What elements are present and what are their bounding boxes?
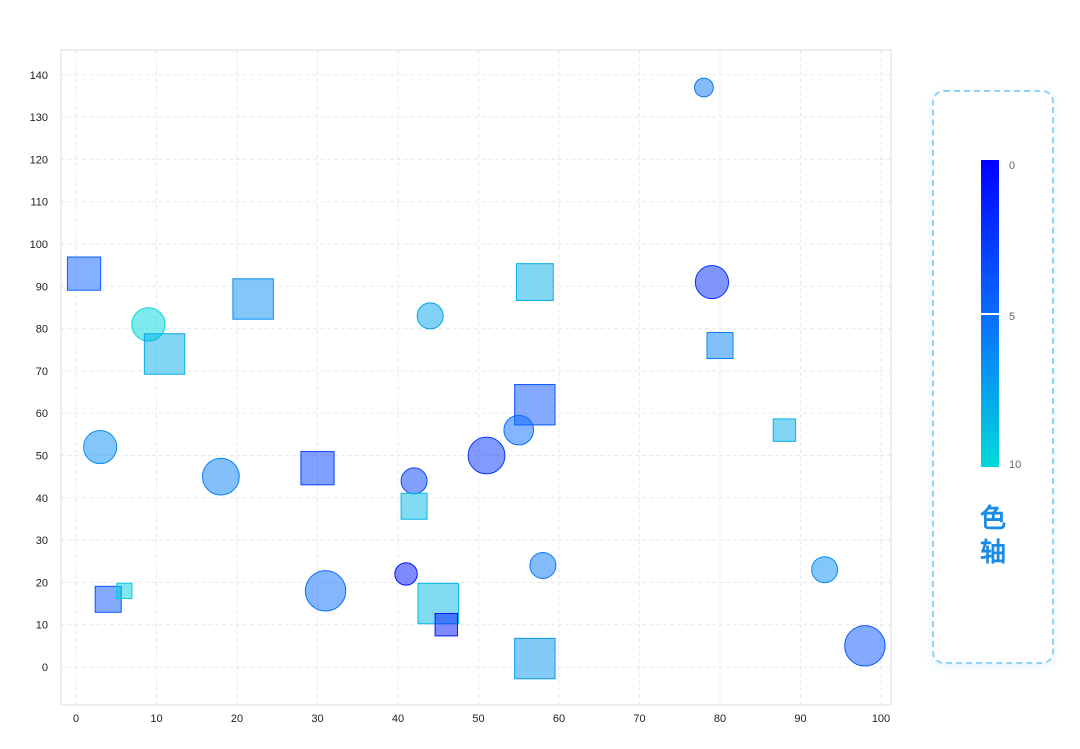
x-tick-label: 40 [392, 713, 404, 725]
x-tick-label: 30 [311, 713, 323, 725]
data-points [66, 77, 886, 680]
y-tick-label: 50 [36, 451, 48, 463]
data-point-square[interactable] [116, 582, 133, 599]
y-tick-label: 90 [36, 281, 48, 293]
data-point-square[interactable] [515, 263, 554, 301]
color-gradient-bar[interactable] [981, 160, 999, 467]
data-point-circle[interactable] [83, 429, 118, 465]
data-point-square[interactable] [400, 492, 428, 520]
x-tick-label: 90 [794, 713, 806, 725]
legend-title: 色 轴 [934, 502, 1052, 570]
x-tick-label: 20 [231, 713, 243, 725]
data-point-square[interactable] [514, 637, 556, 680]
y-tick-label: 70 [36, 366, 48, 378]
legend-title-line1: 色 [979, 504, 1006, 534]
data-point-square[interactable] [300, 451, 335, 486]
x-tick-label: 100 [872, 713, 890, 725]
y-tick-label: 130 [30, 112, 48, 124]
y-tick-label: 60 [36, 408, 48, 420]
data-point-circle[interactable] [304, 570, 347, 612]
y-tick-label: 20 [36, 577, 48, 589]
y-tick-label: 110 [30, 197, 48, 209]
legend-tick-0: 0 [1009, 160, 1016, 172]
x-tick-label: 80 [714, 713, 726, 725]
data-point-circle[interactable] [394, 562, 418, 586]
plot-frame [60, 49, 892, 706]
data-point-circle[interactable] [202, 457, 240, 496]
data-point-circle[interactable] [529, 551, 557, 579]
data-point-circle[interactable] [416, 302, 444, 330]
x-axis: 0 10 20 30 40 50 60 70 80 90 100 [73, 713, 890, 725]
x-tick-label: 50 [472, 713, 484, 725]
data-point-square[interactable] [232, 278, 274, 320]
y-axis: 0 10 20 30 40 50 60 70 80 90 100 110 120 130 140 [30, 70, 48, 674]
legend-tick-10: 10 [1009, 459, 1022, 471]
y-tick-label: 30 [36, 535, 48, 547]
data-point-circle[interactable] [844, 625, 886, 667]
y-tick-label: 10 [36, 620, 48, 632]
legend-mid-handle[interactable] [981, 313, 999, 315]
data-point-square[interactable] [772, 418, 797, 442]
color-axis-legend[interactable]: 0 5 10 色 轴 [932, 90, 1054, 664]
y-tick-label: 80 [36, 324, 48, 336]
data-point-square[interactable] [66, 256, 102, 291]
x-tick-label: 70 [633, 713, 645, 725]
x-tick-label: 60 [553, 713, 565, 725]
data-point-circle[interactable] [694, 77, 714, 98]
data-point-square[interactable] [143, 333, 186, 375]
y-tick-label: 0 [42, 662, 48, 674]
data-point-circle[interactable] [400, 467, 428, 495]
data-point-circle[interactable] [503, 414, 535, 446]
x-tick-label: 0 [73, 713, 79, 725]
y-tick-label: 100 [30, 239, 48, 251]
data-point-square[interactable] [434, 613, 459, 637]
data-point-circle[interactable] [467, 436, 506, 475]
legend-tick-5: 5 [1009, 311, 1016, 323]
data-point-circle[interactable] [811, 556, 839, 584]
y-tick-label: 140 [30, 70, 48, 82]
data-point-circle[interactable] [694, 264, 730, 300]
x-tick-label: 10 [150, 713, 162, 725]
legend-title-line2: 轴 [979, 538, 1006, 568]
y-tick-label: 40 [36, 493, 48, 505]
grid [61, 50, 891, 705]
y-tick-label: 120 [30, 154, 48, 166]
data-point-square[interactable] [706, 332, 734, 360]
